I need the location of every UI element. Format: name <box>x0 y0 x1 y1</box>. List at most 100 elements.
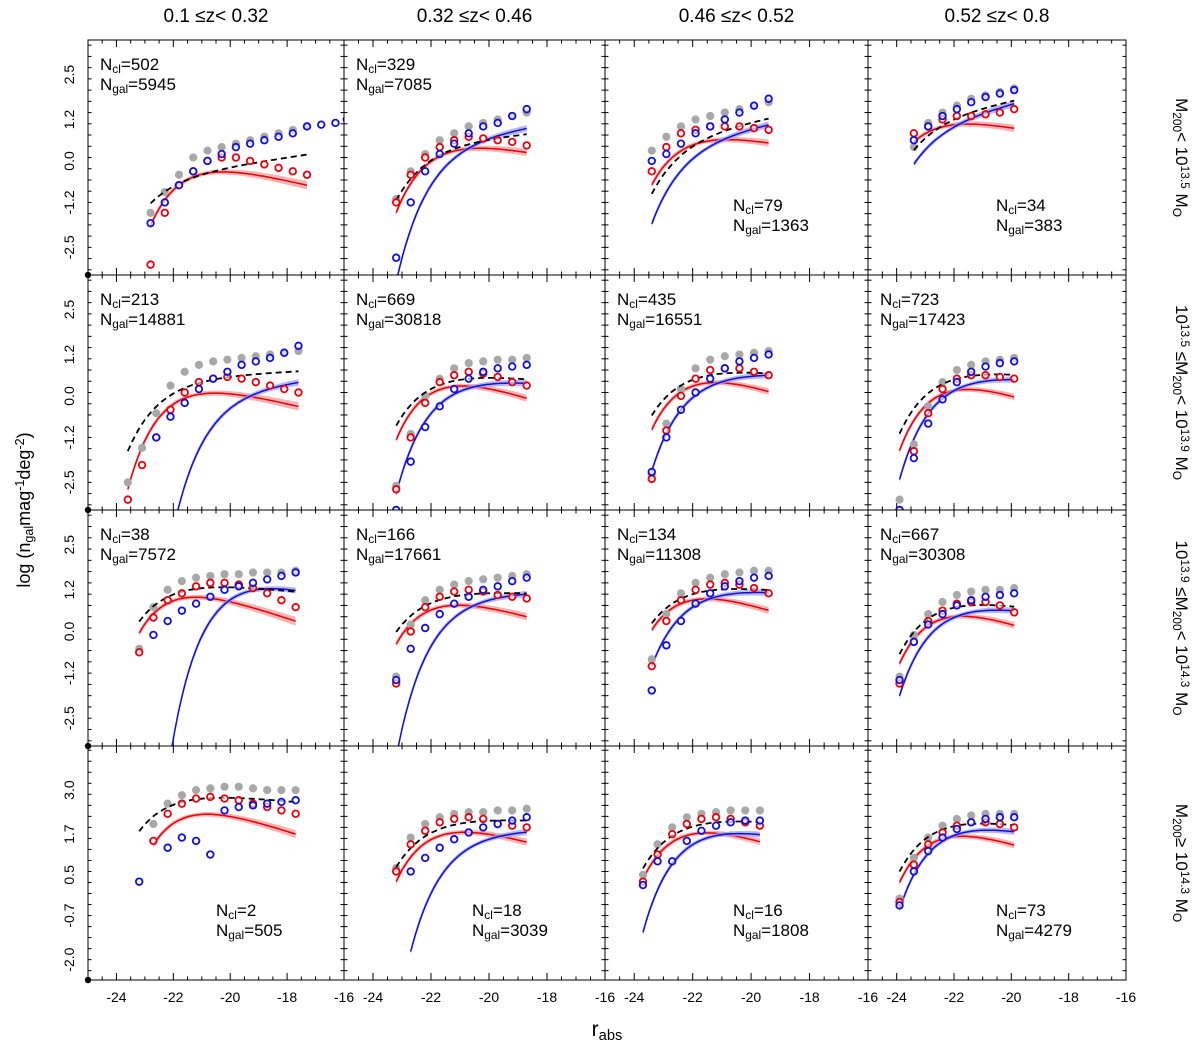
ngal-annotation: Ngal=1808 <box>733 921 809 942</box>
ngal-value: 7085 <box>394 75 432 94</box>
x-tick-label: -20 <box>741 989 761 1005</box>
blue-point <box>668 857 677 866</box>
blue-point <box>691 129 700 138</box>
ncl-value: 16 <box>764 901 783 920</box>
blue-point <box>277 797 286 807</box>
total-point <box>493 806 502 815</box>
red-fit-line <box>651 138 769 186</box>
total-fit-line <box>913 99 1015 151</box>
total-point <box>194 360 204 369</box>
total-point <box>406 620 415 629</box>
blue-point <box>152 433 161 442</box>
total-point <box>223 355 232 364</box>
ngal-value: 11308 <box>655 545 701 564</box>
blue-point <box>291 796 300 805</box>
total-point <box>720 570 729 579</box>
red-point <box>280 384 289 394</box>
blue-fit-line <box>651 591 769 667</box>
blue-point <box>265 353 275 363</box>
red-point <box>421 826 430 835</box>
blue-point <box>522 573 531 582</box>
blue-point <box>924 620 933 629</box>
ncl-value: 667 <box>911 525 939 544</box>
blue-fit-line <box>395 382 527 494</box>
blue-fit-line <box>898 829 1015 910</box>
blue-point <box>706 122 715 131</box>
blue-point <box>317 120 326 129</box>
ncl-annotation: Ncl=38 <box>100 525 150 546</box>
total-point <box>493 573 502 582</box>
blue-point <box>177 606 187 615</box>
plot-area <box>392 104 531 275</box>
x-tick-label: -16 <box>334 989 354 1005</box>
red-point <box>149 836 158 846</box>
plot-area <box>638 806 765 936</box>
blue-point <box>1010 85 1019 95</box>
total-point <box>924 402 933 411</box>
panel-frame <box>87 509 345 747</box>
total-point <box>234 570 243 579</box>
red-point <box>464 585 473 595</box>
ncl-annotation: Ncl=435 <box>617 290 676 311</box>
total-point <box>676 589 686 598</box>
blue-point <box>435 149 444 159</box>
blue-point <box>260 136 269 145</box>
total-point <box>638 870 648 879</box>
red-point <box>406 627 415 636</box>
y-tick-label: -2.5 <box>61 470 77 494</box>
blue-point <box>711 821 721 830</box>
blue-point <box>1010 813 1019 822</box>
blue-point <box>967 596 976 605</box>
blue-point <box>691 388 700 397</box>
total-point <box>755 806 764 815</box>
blue-point <box>435 402 444 411</box>
plot-area <box>134 566 300 746</box>
plot-area <box>909 84 1019 167</box>
blue-point <box>331 118 340 128</box>
blue-point <box>464 592 473 601</box>
y-tick-label: 0.0 <box>61 151 77 171</box>
red-point <box>662 142 671 152</box>
total-fit-line <box>126 370 299 452</box>
ncl-annotation: Ncl=667 <box>880 525 939 546</box>
ncl-annotation: Ncl=16 <box>733 901 783 922</box>
blue-point <box>995 590 1005 600</box>
red-point <box>134 648 144 657</box>
ngal-value: 4279 <box>1034 921 1072 940</box>
red-point <box>995 372 1005 382</box>
ngal-annotation: Ngal=505 <box>216 921 282 942</box>
blue-point <box>450 835 459 844</box>
ncl-value: 669 <box>387 290 415 309</box>
blue-point <box>967 818 976 827</box>
panel-frame <box>343 274 606 511</box>
total-point <box>180 367 189 376</box>
x-tick-label: -24 <box>363 989 383 1005</box>
blue-point <box>180 398 189 408</box>
total-point <box>464 359 473 368</box>
blue-point <box>938 111 947 121</box>
blue-point <box>251 357 261 366</box>
ngal-annotation: Ngal=1363 <box>733 216 809 237</box>
blue-point <box>163 843 172 852</box>
blue-point <box>952 377 962 387</box>
ncl-value: 38 <box>131 525 150 544</box>
red-point <box>435 377 444 387</box>
total-point <box>435 585 444 594</box>
blue-point <box>277 571 286 581</box>
blue-point <box>676 616 686 626</box>
red-point <box>237 374 246 383</box>
blue-fit-line <box>397 593 527 746</box>
ncl-value: 213 <box>131 290 159 309</box>
blue-point <box>676 405 686 414</box>
red-point <box>294 388 303 397</box>
blue-point <box>522 104 531 114</box>
total-point <box>191 573 201 582</box>
ncl-annotation: Ncl=329 <box>356 55 415 76</box>
panel-frame <box>604 39 869 276</box>
blue-point <box>938 609 947 619</box>
blue-point <box>248 578 258 588</box>
x-tick-label: -22 <box>421 989 441 1005</box>
blue-band <box>171 586 296 746</box>
